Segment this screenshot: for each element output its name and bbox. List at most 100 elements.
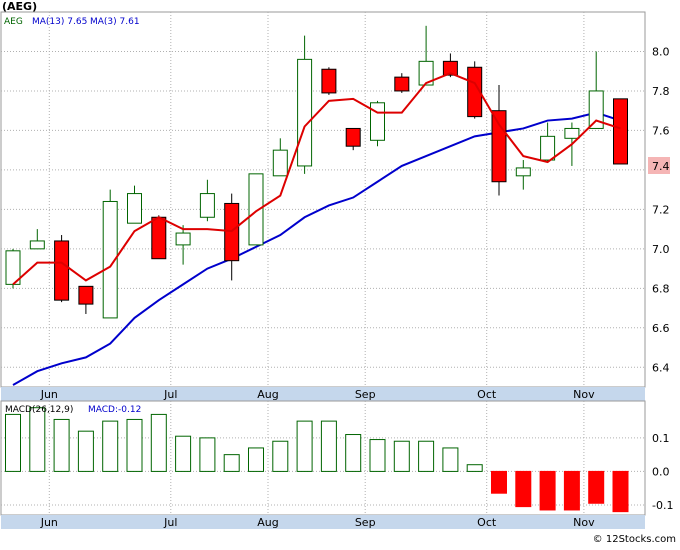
ma13-line [12,111,621,386]
price-y-tick-label: 7.8 [652,85,670,98]
macd-bar-positive [418,440,435,472]
candle-body [297,58,313,167]
price-y-tick-label: 7.6 [652,124,670,137]
watermark: © 12Stocks.com [593,534,676,545]
candle-body [418,60,434,86]
candle-up [540,122,556,162]
candle-up [370,100,385,147]
price-y-tick-label: 6.6 [652,322,670,335]
price-y-tick-label: 7.0 [652,243,670,256]
macd-bar-negative [588,470,605,504]
macd-bar-positive [5,413,21,472]
candle-body [127,193,142,224]
ma3-line [12,72,621,286]
candle-up [272,138,288,177]
candle-up [515,160,531,190]
candle-body [467,66,483,118]
candle-body [78,285,94,305]
macd-bar-positive [175,435,192,472]
candle-body [515,167,531,177]
macd-bar-negative [491,470,507,494]
price-x-tick-label: Aug [257,388,278,401]
price-y-axis: 6.4 6.6 6.8 7.0 7.2 7.6 7.8 8.0 [652,45,670,374]
macd-bar-positive [199,437,216,472]
price-y-tick-label: 6.8 [652,282,670,295]
macd-bar-positive [345,434,362,472]
legend-symbol: AEG [4,17,23,27]
price-y-tick-label: 8.0 [652,45,670,58]
macd-x-tick-label: Jul [163,516,177,529]
macd-x-tick-label: Aug [257,516,278,529]
macd-bar-positive [248,447,264,472]
macd-bar-positive [466,464,483,472]
candle-body [540,135,556,161]
macd-legend-value: MACD:-0.12 [88,405,141,415]
macd-y-tick-label: 0.1 [652,432,670,445]
candle-body [272,149,288,177]
macd-x-axis: Jun Jul Aug Sep Oct Nov [40,516,595,529]
candle-down [54,235,70,303]
candle-body [5,250,21,285]
candle-body [613,98,628,165]
price-plot-frame [0,11,646,388]
candle-up [102,189,118,319]
candle-body [199,193,215,218]
candle-down [394,73,410,93]
candle-up [199,179,215,222]
macd-y-tick-label: 0.0 [652,465,670,478]
macd-bar-positive [223,454,240,472]
macd-x-tick-label: Jun [40,516,58,529]
candle-body [345,127,361,147]
candle-up [418,25,434,86]
chart-title: (AEG) [2,0,37,13]
macd-bar-positive [272,440,289,472]
candle-body [151,216,167,260]
candle-body [29,240,45,250]
price-panel: 6.4 6.6 6.8 7.0 7.2 7.6 7.8 8.0 7.4 [0,11,670,388]
macd-bar-positive [102,420,119,472]
candle-body [491,110,507,183]
candle-down [78,285,94,314]
ma13-series-line [12,111,621,386]
macd-bar-negative [612,470,629,513]
candle-body [321,68,337,94]
candle-body [442,60,458,76]
macd-bar-positive [320,420,337,472]
macd-bar-negative [515,470,532,508]
candles [5,25,628,319]
price-x-axis-band [1,387,645,401]
macd-x-tick-label: Oct [477,516,497,529]
macd-bars [5,407,629,513]
macd-x-tick-label: Sep [355,516,376,529]
candle-body [370,102,385,141]
price-x-axis: Jun Jul Aug Sep Oct Nov [40,388,595,401]
macd-bar-positive [29,407,46,472]
macd-x-axis-band [1,515,645,529]
candle-up [588,51,604,129]
macd-bar-positive [77,430,94,472]
candle-body [394,76,410,92]
candle-body [54,240,70,301]
candle-up [127,185,142,224]
price-x-tick-label: Jun [40,388,58,401]
macd-y-axis: 0.1 0.0 -0.1 [652,432,673,512]
candle-down [467,61,483,119]
price-x-tick-label: Oct [477,388,497,401]
macd-bar-negative [539,470,556,511]
macd-bar-positive [126,418,143,472]
candle-body [248,173,264,246]
macd-x-tick-label: Nov [573,516,595,529]
candle-body [564,127,580,139]
price-y-tick-label: 7.2 [652,203,670,216]
price-x-tick-label: Sep [355,388,376,401]
candle-body [588,90,604,129]
candle-body [175,232,191,246]
ma3-series-line [12,72,621,286]
last-price-badge [648,157,670,174]
price-x-tick-label: Jul [163,388,177,401]
macd-bar-positive [393,440,410,472]
candle-up [175,225,191,265]
candle-body [102,200,118,319]
